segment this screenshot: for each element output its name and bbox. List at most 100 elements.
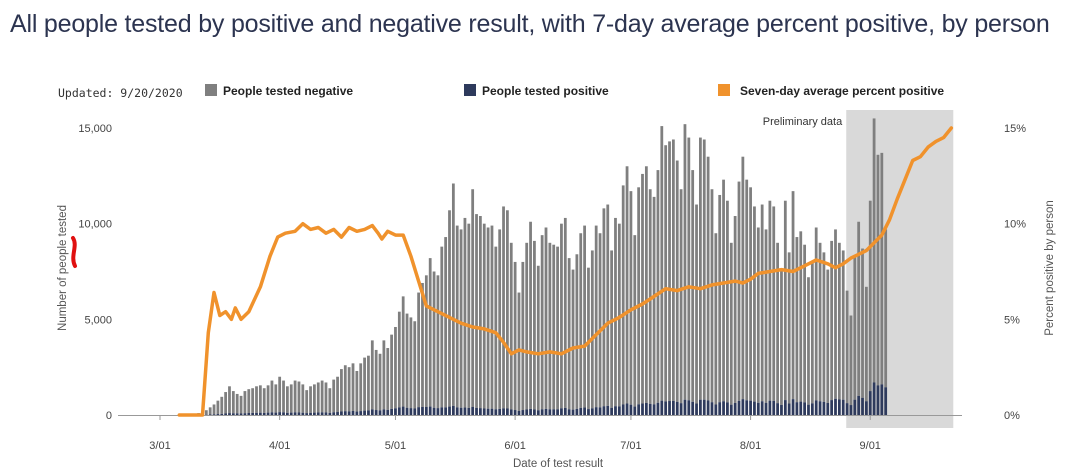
bar-negative [652, 196, 656, 405]
bar-positive [810, 403, 814, 415]
bar-positive [695, 403, 698, 415]
bar-negative [282, 380, 285, 413]
bar-positive [212, 414, 216, 415]
bar-negative [231, 391, 235, 414]
bar-positive [444, 407, 448, 415]
bar-negative [602, 208, 606, 407]
bar-negative [540, 235, 544, 410]
bar-positive [313, 412, 316, 415]
bar-negative [745, 179, 749, 401]
bar-negative [208, 407, 212, 415]
bar-negative [424, 275, 428, 407]
bar-negative [255, 386, 258, 413]
preliminary-data-band [846, 110, 954, 428]
bar-positive [494, 409, 498, 415]
bar-negative [251, 388, 255, 413]
bar-negative [710, 189, 714, 403]
bar-positive [834, 398, 837, 415]
bar-negative [440, 246, 444, 408]
bar-negative [644, 166, 648, 403]
bar-negative [293, 380, 297, 413]
bar-positive [478, 408, 482, 415]
bar-positive [255, 412, 258, 415]
bar-positive [625, 403, 629, 415]
bar-positive [621, 404, 625, 415]
bar-negative [285, 386, 289, 413]
bar-positive [787, 403, 791, 415]
bar-positive [706, 400, 710, 415]
y-tick-label: 5,000 [84, 314, 112, 326]
bar-negative [656, 170, 660, 403]
bar-positive [737, 400, 741, 415]
bar-negative [799, 231, 803, 402]
bar-negative [544, 227, 548, 409]
bar-negative [864, 286, 868, 402]
bar-negative [378, 353, 382, 411]
bar-negative [316, 382, 320, 413]
bar-negative [324, 382, 328, 413]
bar-positive [548, 409, 552, 415]
bar-negative [451, 183, 455, 406]
bar-positive [872, 382, 876, 415]
bar-negative [525, 242, 529, 410]
bar-negative [563, 217, 567, 408]
bar-positive [390, 408, 393, 415]
bar-positive [837, 399, 841, 415]
bar-positive [749, 400, 752, 415]
bar-negative [347, 367, 351, 412]
x-tick-label: 6/01 [504, 440, 525, 452]
bar-positive [753, 401, 756, 415]
bar-positive [424, 406, 428, 415]
bar-negative [421, 282, 424, 407]
bar-negative [355, 370, 359, 412]
bar-negative [764, 229, 768, 403]
bar-positive [224, 413, 228, 415]
bar-negative [556, 246, 559, 410]
bar-negative [397, 311, 401, 408]
bar-negative [857, 221, 861, 396]
bar-negative [374, 349, 378, 411]
bar-positive [575, 408, 579, 415]
bar-positive [783, 400, 787, 415]
bar-positive [471, 406, 475, 415]
bar-negative [810, 261, 814, 404]
bar-positive [405, 407, 409, 415]
bar-negative [594, 225, 598, 408]
x-axis-title: Date of test result [513, 458, 604, 470]
bar-positive [668, 401, 671, 415]
percent-positive-line [177, 126, 954, 417]
bar-positive [760, 401, 764, 415]
bar-negative [405, 313, 409, 408]
bar-positive [606, 405, 610, 415]
bar-positive [421, 406, 424, 415]
x-tick-label: 5/01 [385, 440, 406, 452]
bar-negative [278, 376, 282, 413]
bar-negative [235, 393, 239, 414]
updated-label: Updated: 9/20/2020 [58, 86, 183, 100]
bar-negative [212, 404, 216, 415]
bar-negative [455, 225, 459, 408]
bar-positive [216, 414, 220, 415]
bar-negative [629, 191, 633, 405]
bar-negative [826, 269, 830, 403]
bar-positive [845, 403, 849, 415]
bar-negative [386, 348, 390, 410]
bar-positive [756, 402, 760, 415]
bar-positive [590, 408, 594, 415]
bar-positive [247, 412, 251, 415]
bar-negative [216, 400, 220, 415]
bar-negative [841, 250, 845, 400]
bar-negative [297, 381, 301, 413]
bar-positive [401, 406, 405, 415]
bar-positive [795, 402, 799, 415]
bar-negative [876, 154, 880, 386]
bar-positive [691, 401, 695, 415]
bar-negative [417, 292, 421, 408]
bar-negative [641, 173, 644, 404]
bar-positive [764, 402, 768, 415]
bar-positive [220, 413, 224, 415]
bar-negative [733, 216, 737, 403]
bar-positive [563, 407, 567, 415]
bar-positive [490, 408, 494, 415]
bar-negative [706, 156, 710, 401]
